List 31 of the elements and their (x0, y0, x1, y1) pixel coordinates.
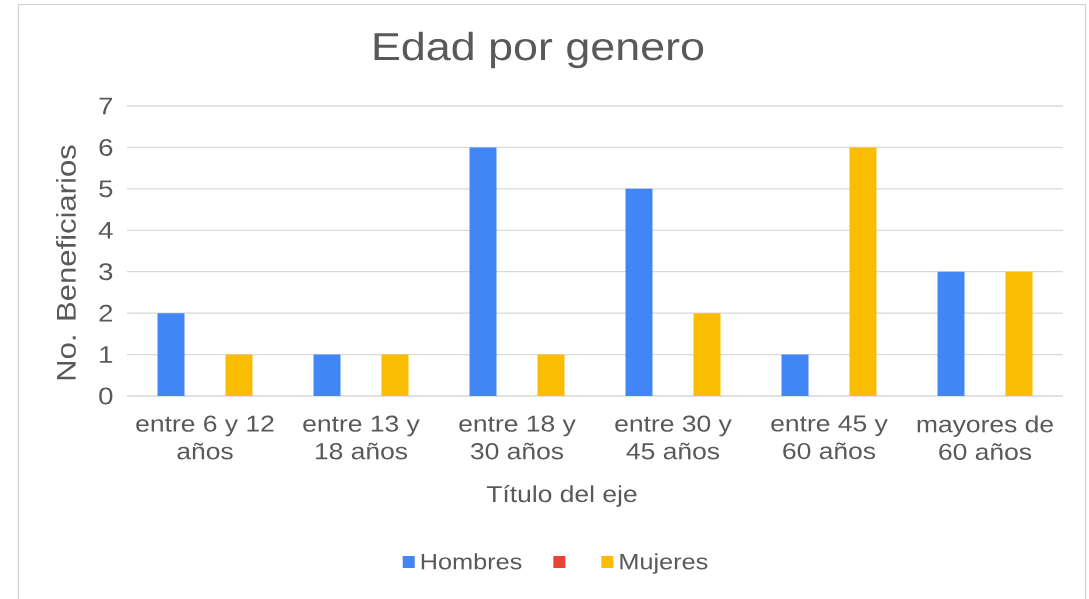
bar (781, 354, 809, 396)
legend-label: Hombres (421, 553, 522, 570)
y-tick-label: 7 (99, 97, 113, 115)
bar (313, 354, 341, 396)
bar (469, 147, 497, 396)
bar (537, 354, 565, 396)
legend-label: Mujeres (620, 553, 708, 574)
y-axis-title: No. Beneficiarios (56, 145, 76, 380)
bar (1005, 271, 1033, 396)
x-tick-label: entre 13 y 18 años (303, 415, 420, 460)
y-tick-label: 3 (99, 263, 113, 281)
y-tick-label: 2 (99, 304, 113, 322)
bar (693, 313, 721, 396)
bar (157, 313, 185, 396)
y-tick-label: 4 (98, 222, 113, 239)
x-tick-label: mayores de 60 años (917, 415, 1053, 460)
bar (381, 354, 409, 396)
chart-title: Edad por genero (374, 31, 704, 69)
bar (625, 188, 653, 396)
y-tick-label: 5 (99, 180, 113, 198)
x-tick-label: entre 6 y 12 años (136, 415, 274, 460)
x-tick-label: entre 45 y 60 años (771, 415, 888, 460)
x-axis-title: Título del eje (486, 485, 637, 507)
y-tick-label: 1 (100, 346, 113, 363)
y-tick-label: 6 (99, 138, 113, 156)
x-tick-label: entre 30 y 45 años (615, 415, 732, 460)
bar (225, 354, 253, 396)
bar (849, 147, 877, 396)
x-tick-label: entre 18 y 30 años (459, 415, 576, 460)
bar (937, 271, 965, 396)
y-tick-label: 0 (99, 387, 113, 405)
